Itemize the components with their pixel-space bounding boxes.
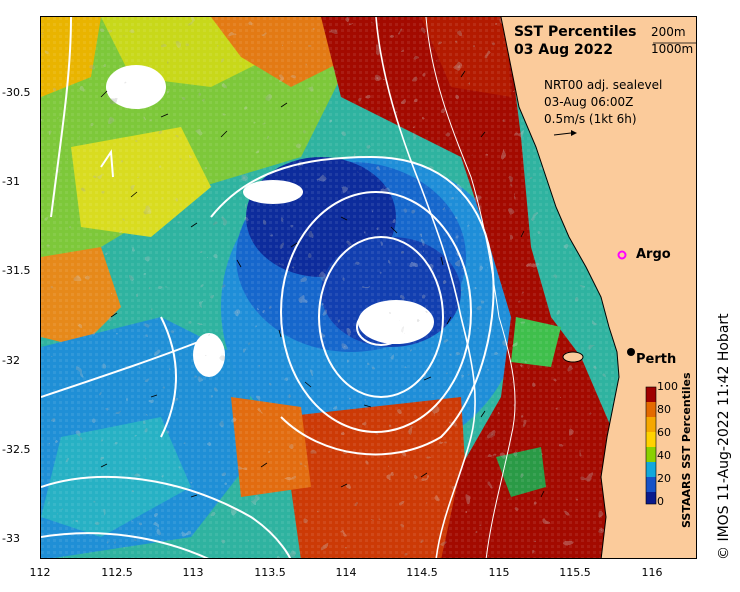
lon-tick: 112	[29, 566, 51, 579]
colorbar-tick: 20	[657, 472, 671, 485]
colorbar-tick: 80	[657, 403, 671, 416]
sealevel-contours	[41, 17, 495, 558]
map-title: SST Percentiles	[514, 24, 637, 40]
currents-source: NRT00 adj. sealevel	[544, 78, 663, 92]
lon-tick: 115.5	[559, 566, 591, 579]
currents-scale: 0.5m/s (1kt 6h)	[544, 112, 637, 126]
colorbar-tick: 60	[657, 426, 671, 439]
argo-label: Argo	[636, 247, 671, 262]
current-vectors	[100, 70, 545, 498]
lon-tick: 114.5	[406, 566, 438, 579]
perth-label: Perth	[636, 352, 677, 367]
currents-time: 03-Aug 06:00Z	[544, 95, 634, 109]
isobath-1000m	[375, 17, 476, 558]
credit-text: © IMOS 11-Aug-2022 11:42 Hobart	[716, 313, 732, 560]
rottnest-island	[562, 351, 584, 363]
colorbar-label: SSTAARS SST Percentiles	[680, 372, 693, 529]
colorbar	[645, 386, 657, 505]
lon-tick: 113	[182, 566, 204, 579]
lon-tick: 116	[641, 566, 663, 579]
lat-tick: -33	[2, 532, 20, 545]
lon-tick: 115	[488, 566, 510, 579]
lat-tick: -32.5	[2, 443, 31, 456]
lon-tick: 112.5	[101, 566, 133, 579]
isobath-200m	[425, 17, 516, 558]
colorbar-tick: 100	[657, 380, 678, 393]
colorbar-tick: 0	[657, 495, 664, 508]
isobath-label-200m: 200m	[651, 25, 686, 39]
lat-tick: -31.5	[2, 264, 31, 277]
isobath-label-1000m: 1000m	[651, 42, 694, 56]
lon-tick: 114	[335, 566, 357, 579]
perth-marker[interactable]	[627, 348, 635, 356]
lat-tick: -32	[2, 354, 20, 367]
map-date: 03 Aug 2022	[514, 42, 614, 58]
argo-marker[interactable]	[617, 250, 627, 260]
colorbar-tick: 40	[657, 449, 671, 462]
coastline	[500, 17, 620, 558]
lon-tick: 113.5	[254, 566, 286, 579]
lat-tick: -30.5	[2, 86, 31, 99]
sst-map[interactable]	[40, 16, 697, 559]
lat-tick: -31	[2, 175, 20, 188]
current-scale-arrow	[553, 130, 577, 136]
